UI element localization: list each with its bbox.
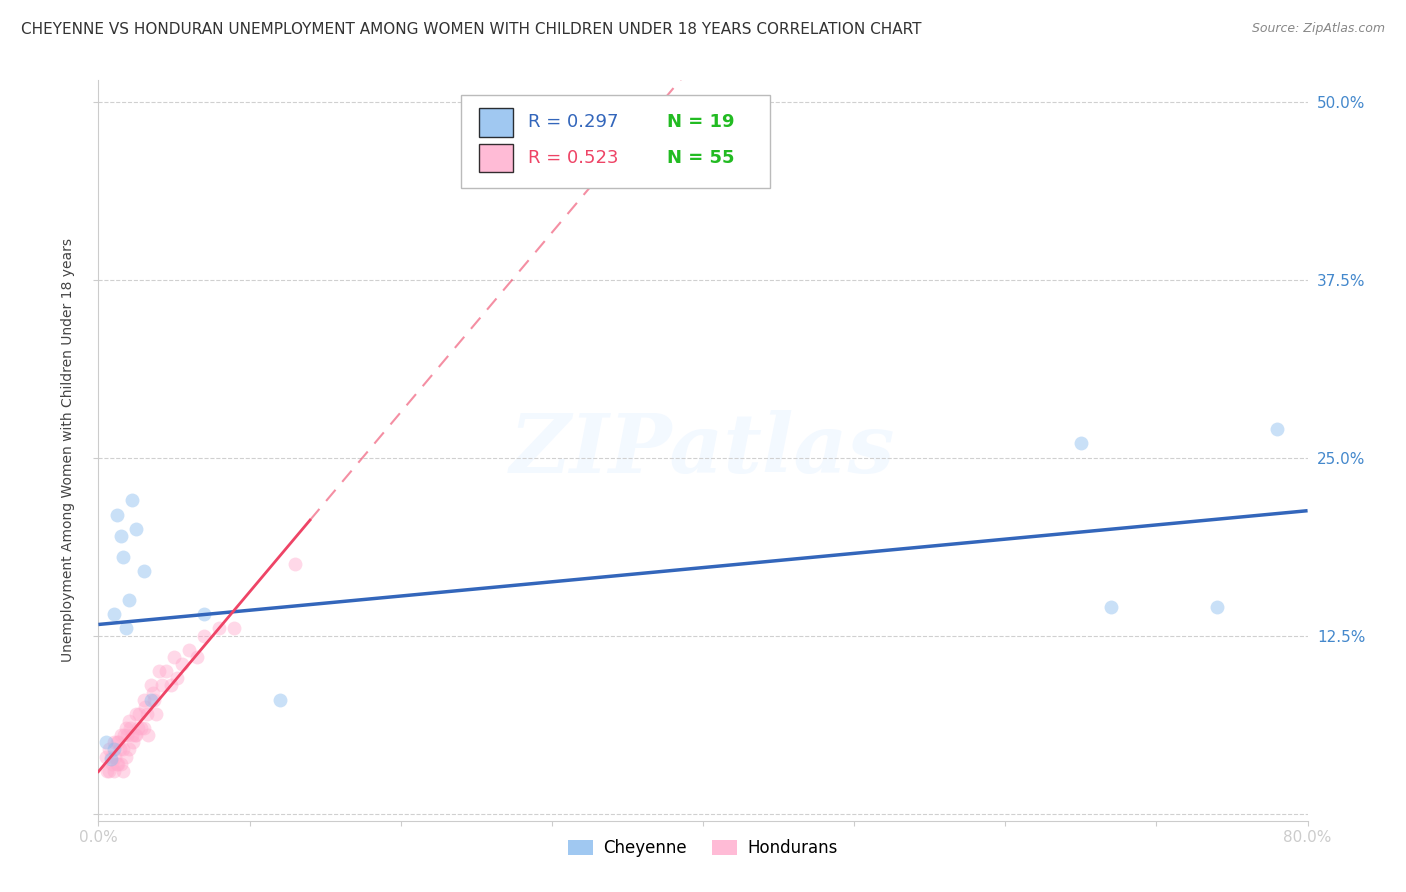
Point xyxy=(118,714,141,728)
Point xyxy=(112,728,135,742)
Point xyxy=(121,493,143,508)
Point xyxy=(134,699,156,714)
Point xyxy=(125,522,148,536)
Point xyxy=(193,629,215,643)
Point xyxy=(135,706,157,721)
Point xyxy=(160,678,183,692)
FancyBboxPatch shape xyxy=(479,144,513,172)
Text: ZIPatlas: ZIPatlas xyxy=(510,410,896,491)
Point xyxy=(1099,600,1122,615)
Text: R = 0.297: R = 0.297 xyxy=(527,113,619,131)
Point xyxy=(118,593,141,607)
Point xyxy=(150,678,173,692)
Point xyxy=(98,764,121,778)
Point xyxy=(208,622,231,636)
Point xyxy=(111,764,134,778)
Text: N = 19: N = 19 xyxy=(666,113,734,131)
Point xyxy=(132,721,155,735)
Point xyxy=(105,735,128,749)
Point xyxy=(103,607,125,622)
Point xyxy=(269,692,291,706)
Point xyxy=(129,721,152,735)
Point xyxy=(124,728,146,742)
Point xyxy=(132,692,155,706)
Point xyxy=(120,721,142,735)
Point xyxy=(110,529,132,543)
Text: N = 55: N = 55 xyxy=(666,149,734,167)
Point xyxy=(111,742,134,756)
Point xyxy=(103,764,125,778)
Point xyxy=(94,735,117,749)
Point xyxy=(108,742,131,756)
Text: CHEYENNE VS HONDURAN UNEMPLOYMENT AMONG WOMEN WITH CHILDREN UNDER 18 YEARS CORRE: CHEYENNE VS HONDURAN UNEMPLOYMENT AMONG … xyxy=(21,22,921,37)
Point xyxy=(100,752,122,766)
Point xyxy=(104,749,127,764)
Point xyxy=(107,756,129,771)
Point xyxy=(1070,436,1092,450)
Legend: Cheyenne, Hondurans: Cheyenne, Hondurans xyxy=(562,833,844,864)
Point xyxy=(96,764,118,778)
Point xyxy=(143,692,166,706)
Point xyxy=(1206,600,1229,615)
Point xyxy=(125,728,148,742)
Point xyxy=(105,756,128,771)
Point xyxy=(166,671,188,685)
Point xyxy=(155,664,177,678)
Point xyxy=(114,749,136,764)
Point xyxy=(224,622,246,636)
Y-axis label: Unemployment Among Women with Children Under 18 years: Unemployment Among Women with Children U… xyxy=(60,238,75,663)
Point xyxy=(141,678,163,692)
Point xyxy=(114,721,136,735)
Point xyxy=(148,664,170,678)
Point xyxy=(111,550,134,565)
Point xyxy=(128,706,150,721)
Point xyxy=(114,622,136,636)
Point xyxy=(115,728,138,742)
Text: Source: ZipAtlas.com: Source: ZipAtlas.com xyxy=(1251,22,1385,36)
FancyBboxPatch shape xyxy=(479,109,513,136)
Point xyxy=(118,742,141,756)
Point xyxy=(98,742,121,756)
Point xyxy=(110,756,132,771)
Point xyxy=(122,735,145,749)
Point xyxy=(170,657,193,671)
Point xyxy=(107,735,129,749)
Point xyxy=(186,649,208,664)
Point xyxy=(142,685,165,699)
Point xyxy=(125,706,148,721)
Point xyxy=(101,756,124,771)
Point xyxy=(103,735,125,749)
Point xyxy=(121,728,143,742)
Point xyxy=(103,742,125,756)
Point xyxy=(100,749,122,764)
Point xyxy=(1267,422,1289,436)
Point xyxy=(179,642,201,657)
Point xyxy=(136,728,159,742)
Point xyxy=(145,706,167,721)
Point xyxy=(94,749,117,764)
Point xyxy=(110,728,132,742)
Point xyxy=(163,649,186,664)
FancyBboxPatch shape xyxy=(461,95,769,187)
Point xyxy=(127,721,149,735)
Point xyxy=(141,692,163,706)
Point xyxy=(105,508,128,522)
Point xyxy=(193,607,215,622)
Text: R = 0.523: R = 0.523 xyxy=(527,149,619,167)
Point xyxy=(284,558,307,572)
Point xyxy=(132,565,155,579)
